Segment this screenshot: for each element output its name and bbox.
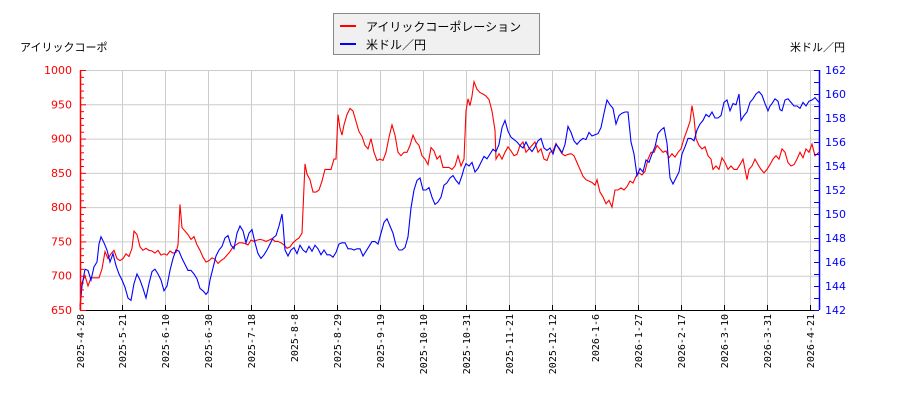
right-y-tick-label: 150: [825, 208, 846, 221]
x-tick-label: 2025-8-29: [333, 314, 344, 368]
x-tick-label: 2025-10-31: [462, 314, 473, 374]
x-tick-label: 2025-6-30: [204, 314, 215, 368]
left-y-tick-label: 850: [51, 167, 72, 180]
right-y-tick-label: 154: [825, 160, 846, 173]
x-tick-label: 2026-3-31: [763, 314, 774, 368]
x-tick-label: 2026-4-21: [806, 314, 817, 368]
legend-item-series1: アイリックコーポレーション: [340, 17, 521, 35]
legend-swatch-red: [340, 25, 356, 27]
x-tick-label: 2025-12-12: [548, 314, 559, 374]
left-y-tick-label: 900: [51, 133, 72, 146]
x-tick-label: 2025-9-19: [376, 314, 387, 368]
left-y-tick-label: 1000: [44, 64, 72, 77]
chart-grid: [80, 70, 819, 311]
right-y-tick-label: 160: [825, 88, 846, 101]
x-tick-label: 2025-7-18: [247, 314, 258, 368]
right-y-tick-label: 156: [825, 136, 846, 149]
left-y-tick-label: 750: [51, 235, 72, 248]
right-y-tick-label: 162: [825, 64, 846, 77]
right-y-tick-label: 148: [825, 232, 846, 245]
right-y-tick-label: 142: [825, 304, 846, 317]
right-y-tick-label: 158: [825, 112, 846, 125]
legend-swatch-blue: [340, 43, 356, 45]
x-tick-label: 2025-5-21: [118, 314, 129, 368]
right-y-tick-label: 144: [825, 280, 846, 293]
x-tick-label: 2025-8-8: [290, 314, 301, 362]
x-tick-label: 2025-11-21: [505, 314, 516, 374]
left-axis-title: アイリックコーポ: [20, 41, 108, 54]
x-tick-label: 2025-6-10: [161, 314, 172, 368]
legend-item-series2: 米ドル／円: [340, 35, 426, 53]
left-y-tick-label: 650: [51, 304, 72, 317]
chart-axes: 2025-4-28 2025-5-21 2025-6-10 2025-6-30 2025…: [44, 64, 846, 374]
x-tick-label: 2026-2-17: [677, 314, 688, 368]
right-y-tick-label: 152: [825, 184, 846, 197]
left-y-tick-label: 800: [51, 201, 72, 214]
x-tick-label: 2025-10-10: [419, 314, 430, 374]
x-tick-label: 2026-1-27: [634, 314, 645, 368]
legend-label-series1: アイリックコーポレーション: [366, 19, 522, 34]
x-tick-label: 2026-1-6: [591, 314, 602, 362]
series-line-usdjpy: [79, 90, 820, 307]
left-y-tick-label: 700: [51, 270, 72, 283]
x-tick-label: 2025-4-28: [76, 314, 87, 368]
series-line-stock: [79, 79, 820, 311]
right-y-tick-label: 146: [825, 256, 846, 269]
chart-legend: アイリックコーポレーション 米ドル／円: [333, 13, 540, 55]
legend-label-series2: 米ドル／円: [366, 37, 427, 52]
x-tick-label: 2026-3-10: [720, 314, 731, 368]
right-axis-title: 米ドル／円: [790, 41, 845, 54]
left-y-tick-label: 950: [51, 98, 72, 111]
chart-lines: [79, 79, 820, 311]
